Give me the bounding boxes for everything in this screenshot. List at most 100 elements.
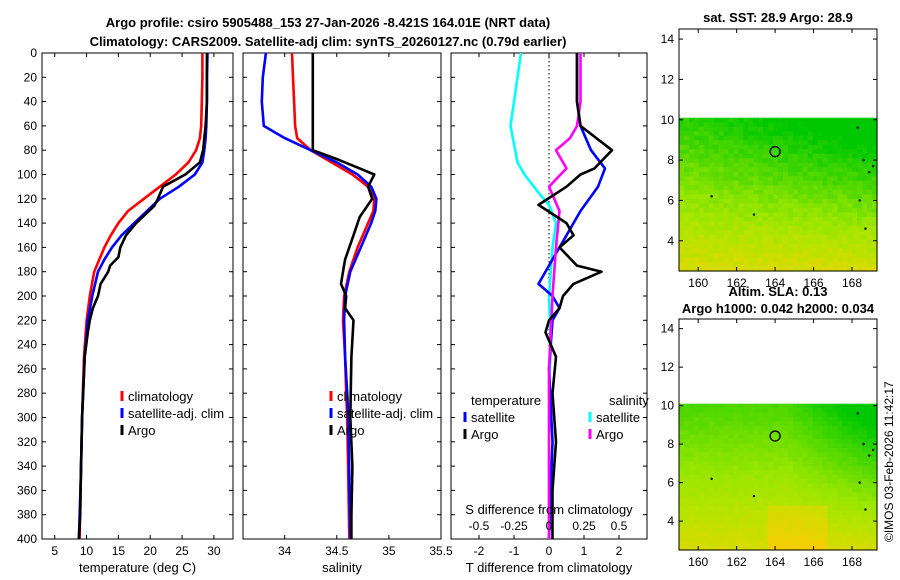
heatmap-cell [822,487,829,493]
heatmap-cell [688,425,695,431]
heatmap-cell [703,536,710,542]
heatmap-cell [847,158,853,164]
heatmap-cell [832,536,838,542]
heatmap-cell [867,536,873,542]
heatmap-cell [837,131,843,137]
heatmap-cell [872,149,878,155]
heatmap-cell [679,505,685,511]
heatmap-cell [847,180,853,186]
heatmap-cell [703,527,710,533]
heatmap-cell [782,257,789,263]
heatmap-cell [787,248,794,254]
heatmap-cell [703,403,710,409]
heatmap-cell [857,483,863,489]
heatmap-cell [778,487,784,493]
heatmap-cell [683,167,690,173]
salinity-diff-tick-label: 0 [546,519,553,533]
heatmap-cell [738,465,744,471]
heatmap-cell [812,243,819,250]
heatmap-cell [753,180,759,186]
heatmap-cell [797,461,804,467]
heatmap-cell [683,144,690,150]
heatmap-cell [703,207,710,213]
heatmap-cell [787,140,794,146]
heatmap-cell [867,194,873,200]
heatmap-cell [728,501,735,507]
heatmap-cell [822,194,829,200]
heatmap-cell [812,117,819,123]
heatmap-cell [822,248,829,254]
heatmap-cell [758,131,764,137]
heatmap-cell [827,461,834,467]
heatmap-cell [768,439,774,445]
heatmap-cell [872,412,878,418]
heatmap-cell [852,483,858,489]
salinity-profile-x-tick-label: 35 [382,544,396,558]
heatmap-cell [768,162,774,168]
heatmap-cell [748,252,754,259]
heatmap-cell [778,126,784,132]
heatmap-cell [782,403,789,409]
heatmap-cell [787,514,794,520]
argo-position-marker [769,145,781,158]
heatmap-cell [832,403,838,409]
heatmap-cell [778,532,784,538]
heatmap-cell [728,421,735,427]
heatmap-cell [693,474,700,480]
heatmap-cell [758,176,764,182]
heatmap-cell [802,510,809,516]
heatmap-cell [679,252,685,259]
heatmap-cell [728,496,735,502]
heatmap-cell [812,225,819,232]
heatmap-cell [817,117,824,123]
heatmap-cell [738,122,744,128]
heatmap-cell [773,234,779,241]
heatmap-cell [758,185,764,191]
heatmap-cell [733,527,739,533]
heatmap-cell [797,257,804,263]
heatmap-cell [822,448,829,454]
heatmap-cell [718,483,725,489]
heatmap-cell [713,465,720,471]
heatmap-cell [847,216,853,223]
heatmap-cell [817,230,824,236]
heatmap-cell [728,144,735,150]
heatmap-cell [728,126,735,132]
heatmap-cell [703,430,710,436]
heatmap-cell [748,194,754,200]
heatmap-cell [792,505,799,511]
heatmap-cell [787,207,794,213]
heatmap-cell [683,479,690,485]
heatmap-cell [753,474,759,480]
heatmap-cell [787,448,794,454]
heatmap-cell [748,261,754,268]
heatmap-cell [842,492,848,498]
heatmap-cell [758,412,764,418]
heatmap-cell [753,470,759,476]
heatmap-cell [827,465,834,471]
heatmap-cell [723,149,730,155]
sla-map-y-tick-label: 10 [661,399,675,413]
heatmap-cell [753,523,759,529]
heatmap-cell [753,176,759,182]
heatmap-cell [753,443,759,449]
heatmap-cell [693,417,700,423]
island-marker [868,454,871,457]
heatmap-cell [847,430,853,436]
heatmap-cell [733,153,739,159]
heatmap-cell [837,456,843,462]
heatmap-cell [743,144,749,150]
heatmap-cell [708,443,715,449]
heatmap-cell [807,461,814,467]
heatmap-cell [842,248,848,254]
heatmap-cell [778,261,784,268]
heatmap-cell [738,518,744,524]
heatmap-cell [837,461,843,467]
heatmap-cell [857,266,863,272]
heatmap-cell [703,248,710,254]
heatmap-cell [852,149,858,155]
heatmap-cell [688,221,695,227]
heatmap-cell [807,194,814,200]
heatmap-cell [718,153,725,159]
heatmap-cell [763,492,769,498]
